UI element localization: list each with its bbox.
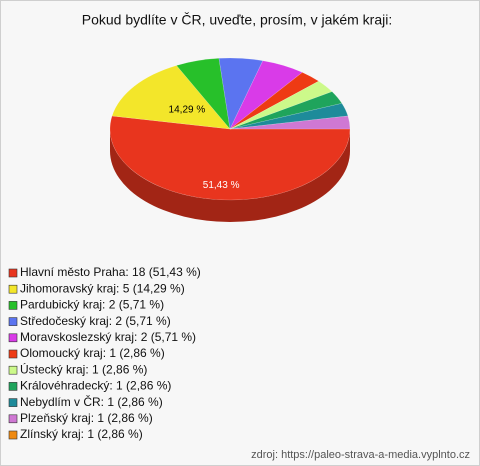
data-label: 51,43 % bbox=[203, 180, 240, 191]
legend-label: Plzeňský kraj: 1 (2,86 %) bbox=[20, 411, 153, 425]
pie-slice-side bbox=[110, 129, 350, 222]
pie-slice bbox=[111, 65, 231, 130]
legend-swatch bbox=[8, 301, 18, 310]
legend-label: Hlavní město Praha: 18 (51,43 %) bbox=[20, 265, 201, 279]
legend-swatch bbox=[8, 414, 18, 424]
legend-label: Ústecký kraj: 1 (2,86 %) bbox=[20, 361, 147, 376]
legend-swatch bbox=[8, 333, 18, 343]
pie-slice bbox=[176, 58, 231, 130]
legend-swatch bbox=[8, 398, 18, 407]
pie-slice bbox=[218, 57, 264, 130]
pie-slice bbox=[229, 60, 303, 130]
legend-swatch bbox=[8, 284, 18, 294]
chart-title: Pokud bydlíte v ČR, uveďte, prosím, v ja… bbox=[82, 12, 393, 28]
legend-label: Pardubický kraj: 2 (5,71 %) bbox=[20, 298, 164, 312]
legend-swatch bbox=[8, 268, 18, 278]
legend-swatch bbox=[8, 430, 18, 440]
data-label: 14,29 % bbox=[169, 104, 206, 115]
legend-label: Zlínský kraj: 1 (2,86 %) bbox=[20, 427, 143, 441]
legend-swatch bbox=[8, 365, 18, 375]
pie-slice bbox=[229, 72, 320, 130]
legend-label: Nebydlím v ČR: 1 (2,86 %) bbox=[20, 394, 163, 409]
pie-slice bbox=[109, 115, 351, 201]
pie-slice bbox=[229, 103, 349, 130]
legend-label: Jihomoravský kraj: 5 (14,29 %) bbox=[20, 281, 185, 295]
pie-slice bbox=[229, 115, 351, 130]
legend-label: Královéhradecký: 1 (2,86 %) bbox=[20, 379, 171, 393]
legend-label: Středočeský kraj: 2 (5,71 %) bbox=[20, 314, 171, 328]
legend-label: Olomoucký kraj: 1 (2,86 %) bbox=[20, 346, 165, 360]
legend-swatch bbox=[8, 382, 18, 391]
pie-slice bbox=[229, 91, 343, 130]
legend-swatch bbox=[8, 349, 18, 359]
legend-swatch bbox=[8, 317, 18, 326]
legend-label: Moravskoslezský kraj: 2 (5,71 %) bbox=[20, 330, 196, 344]
source-note: zdroj: https://paleo-strava-a-media.vypl… bbox=[251, 449, 470, 461]
pie-slice bbox=[229, 80, 333, 130]
